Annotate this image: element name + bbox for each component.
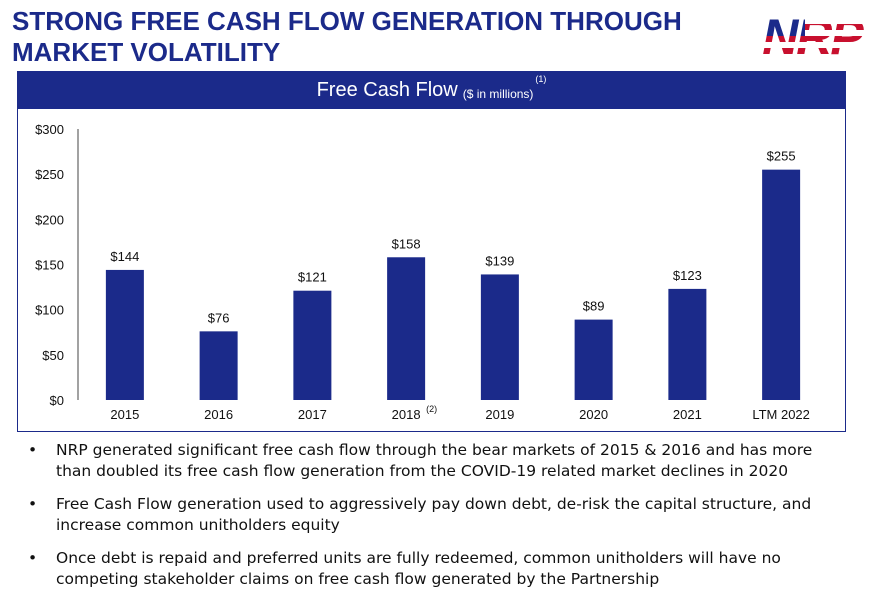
bar bbox=[668, 288, 707, 400]
bullet-item: • Free Cash Flow generation used to aggre… bbox=[28, 494, 848, 536]
chart-title-footnote: (1) bbox=[535, 73, 547, 84]
y-tick-label: $150 bbox=[35, 258, 64, 273]
page-title-line-1: STRONG FREE CASH FLOW GENERATION THROUGH bbox=[12, 6, 682, 36]
x-tick-label: 2020 bbox=[579, 407, 608, 422]
x-tick-label: 2019 bbox=[485, 407, 514, 422]
bullet-dot: • bbox=[28, 441, 38, 459]
data-label: $76 bbox=[208, 310, 230, 325]
bar-chart: $0 $50 $100 $150 $200 $250 $300 $144 2015 $76 2016… bbox=[35, 122, 810, 422]
y-tick-label: $250 bbox=[35, 167, 64, 182]
y-tick-label: $50 bbox=[42, 348, 64, 363]
data-label: $139 bbox=[485, 253, 514, 268]
chart-title-band: Free Cash Flow ($ in millions) (1) bbox=[18, 72, 845, 109]
bar bbox=[762, 169, 801, 400]
bullet-dot: • bbox=[28, 549, 38, 567]
bar bbox=[480, 274, 519, 400]
chart-panel: Free Cash Flow ($ in millions) (1) $0 $50… bbox=[17, 71, 846, 432]
bullet-item: • Once debt is repaid and preferred units… bbox=[28, 548, 848, 590]
page-title: STRONG FREE CASH FLOW GENERATION THROUGH… bbox=[12, 6, 712, 68]
x-tick-label: 2015 bbox=[110, 407, 139, 422]
y-tick-label: $300 bbox=[35, 122, 64, 137]
y-tick-label: $100 bbox=[35, 303, 64, 318]
bullet-text: NRP generated significant free cash flow… bbox=[56, 441, 813, 480]
bullet-item: • NRP generated significant free cash flo… bbox=[28, 440, 848, 482]
data-label: $255 bbox=[767, 149, 796, 164]
bullet-dot: • bbox=[28, 495, 38, 513]
data-label: $123 bbox=[673, 268, 702, 283]
bar bbox=[387, 257, 426, 400]
y-tick-label: $0 bbox=[50, 393, 64, 408]
bar bbox=[574, 319, 613, 400]
x-tick-label: LTM 2022 bbox=[752, 407, 810, 422]
bullet-list: • NRP generated significant free cash flo… bbox=[28, 440, 848, 602]
bar bbox=[199, 331, 238, 400]
page-title-line-2: MARKET VOLATILITY bbox=[12, 37, 281, 67]
chart-units: ($ in millions) bbox=[462, 86, 534, 101]
x-tick-label: 2016 bbox=[204, 407, 233, 422]
bar bbox=[105, 269, 144, 400]
x-tick-label: 2017 bbox=[298, 407, 327, 422]
data-label: $121 bbox=[298, 270, 327, 285]
bullet-text: Once debt is repaid and preferred units … bbox=[56, 549, 781, 588]
data-label: $158 bbox=[392, 236, 421, 251]
nrp-logo: NRP bbox=[762, 10, 865, 60]
bar bbox=[293, 290, 332, 400]
y-tick-label: $200 bbox=[35, 212, 64, 227]
data-label: $89 bbox=[583, 299, 605, 314]
chart-title: Free Cash Flow bbox=[316, 79, 458, 101]
x-tick-footnote: (2) bbox=[426, 404, 437, 414]
x-tick-label: 2018 bbox=[392, 407, 421, 422]
x-tick-label: 2021 bbox=[673, 407, 702, 422]
data-label: $144 bbox=[110, 249, 139, 264]
bullet-text: Free Cash Flow generation used to aggres… bbox=[56, 495, 812, 534]
